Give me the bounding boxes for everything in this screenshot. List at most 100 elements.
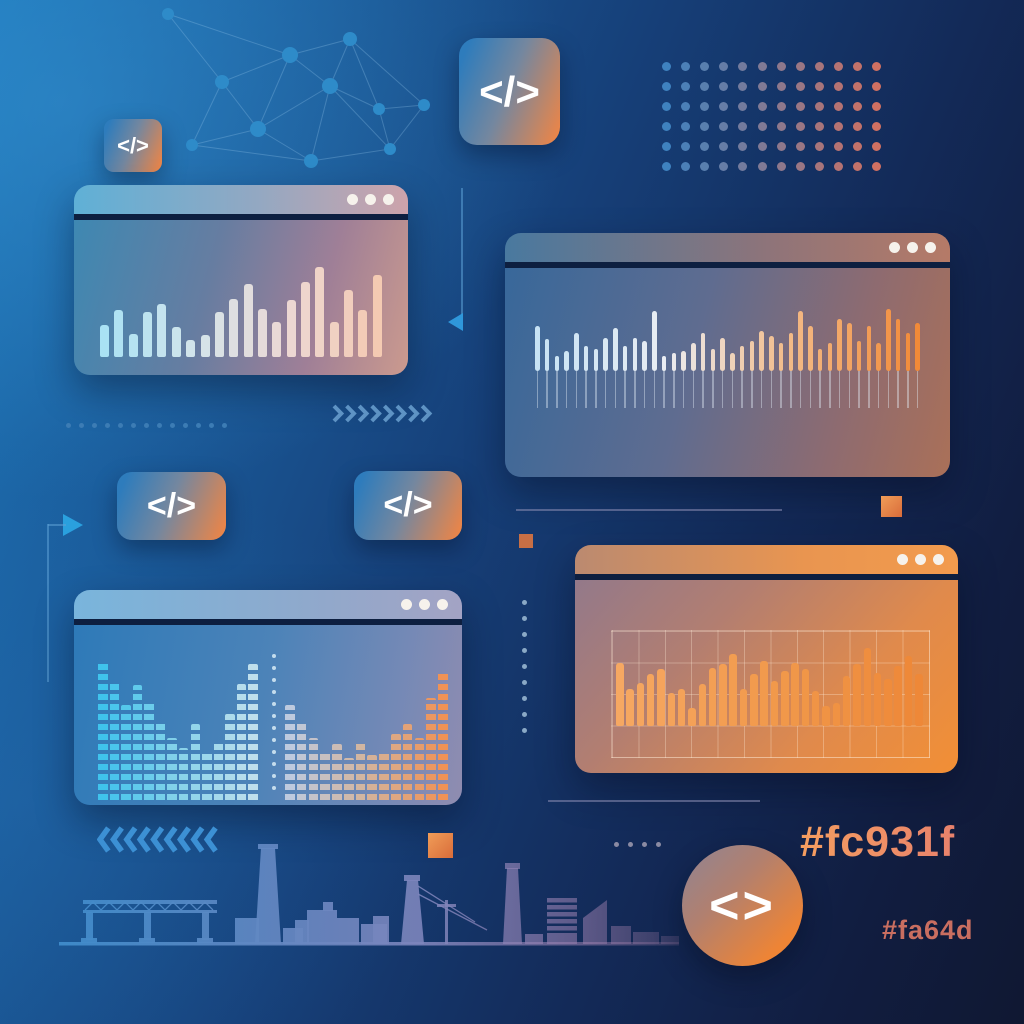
network-edge (329, 85, 391, 150)
bar (739, 689, 748, 726)
grid-dot (853, 62, 862, 71)
terrain-bar (109, 682, 120, 800)
bar-stem (858, 371, 860, 408)
grid-dot (833, 142, 843, 151)
bar (667, 693, 676, 726)
lollipop-column (574, 268, 579, 408)
code-icon: </> (383, 486, 433, 524)
grid-dot (833, 82, 843, 91)
lollipop-column (798, 268, 803, 408)
bar-stem (565, 371, 568, 408)
grid-dot (700, 142, 710, 151)
bar (811, 691, 820, 726)
bar (720, 338, 725, 371)
chevron-icon (382, 404, 395, 423)
lollipop-column (700, 268, 706, 408)
bar-stem (829, 371, 831, 408)
chevron-icon (190, 826, 205, 853)
browser-window-bottom-right (575, 545, 958, 773)
terrain-bar (98, 660, 108, 800)
bar-stem (673, 371, 675, 408)
orange-square (428, 833, 453, 858)
grid-dot (833, 122, 843, 131)
bar-stem (634, 371, 636, 408)
hex-color-label-primary: #fc931f (800, 818, 956, 866)
window-content (575, 580, 958, 773)
window-control-dots (897, 554, 944, 565)
bar-stem (780, 371, 782, 408)
divider-dot (272, 678, 276, 682)
bar (671, 353, 676, 371)
bar (808, 326, 813, 371)
bar (781, 671, 789, 726)
row-dot (66, 423, 71, 428)
bar (827, 343, 832, 371)
bar (904, 656, 913, 726)
terrain-bar (343, 758, 354, 800)
column-dot (522, 712, 527, 717)
row-dot (157, 423, 162, 428)
bar (315, 267, 325, 357)
lollipop-column (593, 268, 598, 408)
grid-dot (719, 82, 729, 91)
network-edge (257, 54, 291, 130)
divider-dot (272, 762, 276, 766)
bar (214, 312, 224, 357)
network-edge (329, 38, 351, 87)
grid-dot (872, 82, 882, 91)
window-content (74, 220, 408, 375)
bar (817, 349, 823, 371)
bar (632, 338, 637, 371)
divider-dot (272, 738, 276, 742)
terrain-bar (190, 724, 200, 800)
bar (657, 669, 665, 726)
column-dot (522, 728, 527, 733)
grid-dot (853, 142, 862, 151)
chevron-icon (345, 404, 357, 423)
network-edge (221, 54, 291, 83)
divider-line (548, 800, 760, 802)
code-brackets-icon: <> (709, 876, 776, 935)
chevron-icon (203, 826, 218, 853)
connector-line-vertical (47, 524, 49, 682)
bar (128, 334, 138, 357)
bar (801, 669, 810, 726)
terrain-bar (213, 740, 224, 800)
grid-dot (795, 162, 805, 171)
chevron-icon (150, 826, 165, 853)
grid-dot (814, 162, 824, 171)
bar (798, 311, 803, 371)
chevron-icon (123, 826, 138, 853)
network-edge (289, 38, 351, 56)
grid-dot (700, 62, 710, 71)
browser-window-top-right (505, 233, 950, 477)
bar (681, 351, 686, 371)
divider-dot (272, 690, 276, 694)
bar-stem (682, 371, 685, 408)
bar-stem (877, 371, 880, 408)
chevron-icon (332, 404, 345, 423)
column-dot (522, 664, 527, 669)
grid-dot (814, 122, 824, 131)
grid-dot (776, 82, 786, 91)
grid-dot (738, 82, 748, 91)
lollipop-column (564, 268, 569, 408)
bar (372, 275, 382, 357)
bar-stem (887, 371, 889, 408)
bar-stem (556, 371, 558, 408)
terrain-bar (438, 670, 448, 800)
bar (770, 681, 779, 726)
terrain-bar (332, 744, 342, 800)
connector-line-vertical (461, 188, 463, 321)
terrain-bar (320, 750, 331, 800)
bar (554, 356, 559, 371)
bar-stem (868, 371, 870, 408)
chevron-icon (177, 826, 191, 853)
row-dot (79, 423, 84, 428)
hex-color-label-secondary: #fa64d (882, 915, 974, 945)
terrain-bar (308, 738, 319, 800)
lollipop-column (642, 268, 647, 408)
orange-square (881, 496, 902, 517)
grid-dot (700, 82, 710, 91)
network-node (162, 8, 174, 20)
